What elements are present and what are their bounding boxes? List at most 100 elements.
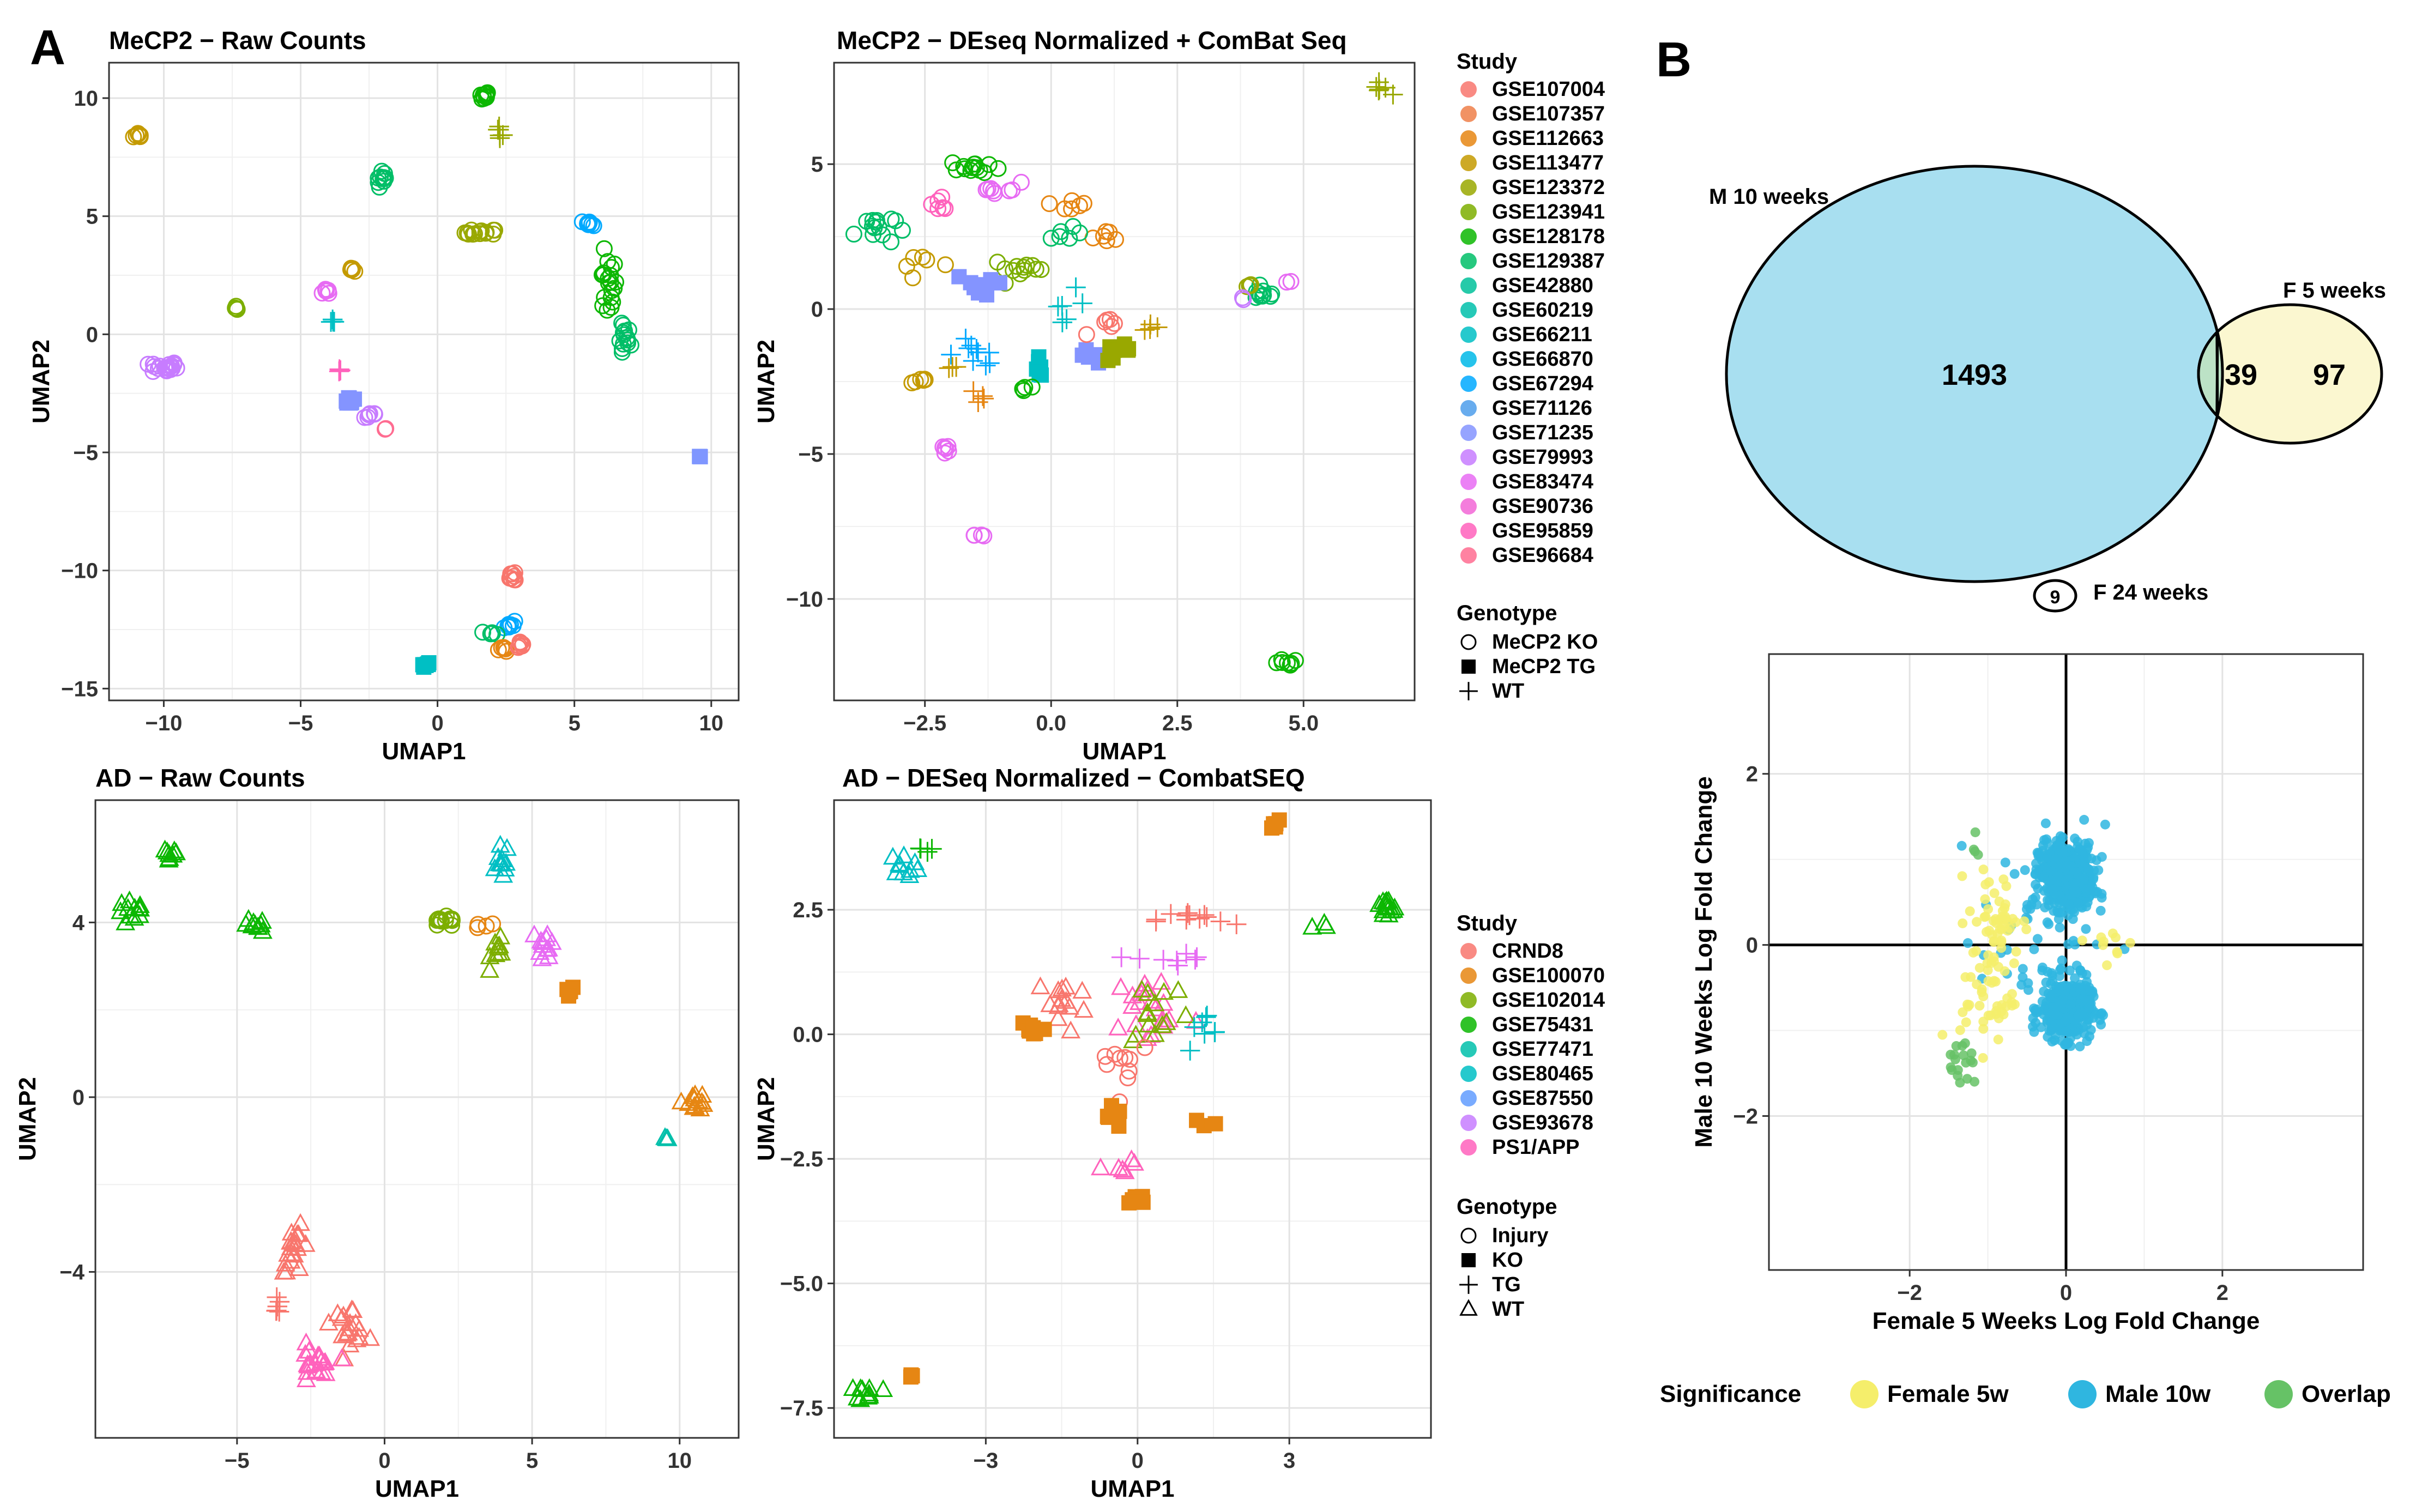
data-point (444, 912, 461, 929)
data-point (1115, 1161, 1135, 1180)
legend-label: Injury (1492, 1224, 1548, 1247)
data-point (859, 1378, 879, 1396)
data-point (1184, 1017, 1205, 1037)
x-tick-label: 2.5 (1162, 711, 1193, 735)
data-point (1187, 947, 1207, 967)
data-point (458, 224, 476, 241)
data-point (493, 864, 514, 883)
data-point (595, 266, 612, 283)
data-point (539, 946, 559, 964)
legend-title: Genotype (1457, 601, 1557, 625)
data-point (933, 189, 951, 206)
venn-set-f24-circle (2033, 579, 2077, 613)
data-point (850, 1389, 871, 1407)
data-point (2082, 852, 2092, 863)
legend-swatch (1460, 277, 1477, 294)
data-point (484, 625, 501, 642)
data-point (1194, 1024, 1215, 1044)
data-point (438, 908, 455, 925)
data-point (936, 444, 953, 462)
data-point (867, 214, 885, 231)
data-point (620, 321, 637, 338)
data-point (267, 1287, 287, 1308)
data-point (847, 1387, 867, 1406)
data-point (1989, 937, 1999, 947)
data-point (2043, 1032, 2053, 1042)
plot-background (834, 800, 1431, 1438)
data-point (238, 909, 258, 927)
legend-label: GSE66870 (1492, 348, 1593, 371)
legend-label: GSE77471 (1492, 1038, 1593, 1061)
data-point (485, 933, 505, 951)
data-point (489, 119, 509, 140)
data-point (2086, 986, 2096, 996)
x-tick-label: 5 (569, 711, 581, 735)
data-point (2097, 1008, 2107, 1018)
data-point (2088, 874, 2099, 884)
data-point (2075, 877, 2085, 887)
data-point (1988, 916, 1998, 926)
data-point (1956, 840, 1967, 851)
y-axis-label: UMAP2 (28, 340, 55, 424)
y-axis-label: UMAP2 (753, 1077, 780, 1161)
data-point (614, 317, 632, 334)
data-point (1048, 297, 1068, 317)
x-tick-label: 10 (667, 1449, 692, 1473)
data-point (474, 624, 492, 641)
data-point (1978, 1053, 1988, 1063)
data-point (349, 1319, 370, 1337)
data-point (1051, 228, 1068, 245)
data-point (1098, 311, 1115, 329)
venn-label-m10: M 10 weeks (1709, 185, 1829, 209)
data-point (1119, 1069, 1137, 1087)
data-point (2063, 939, 2074, 949)
legend-label: KO (1492, 1249, 1523, 1272)
data-point (965, 527, 983, 544)
data-point (914, 249, 931, 266)
data-point (2009, 958, 2019, 969)
y-tick-label: −10 (786, 588, 823, 612)
data-point (937, 256, 954, 274)
data-point (361, 405, 378, 422)
data-point (2031, 869, 2041, 879)
data-point (2054, 984, 2064, 994)
data-point (347, 1329, 367, 1347)
data-point (1098, 232, 1115, 250)
y-tick-label: −10 (61, 559, 98, 583)
data-point (2041, 977, 2051, 988)
data-point (474, 87, 492, 104)
data-point (281, 1232, 300, 1250)
data-point (1978, 1024, 1989, 1034)
data-point (1965, 906, 1975, 916)
data-point (963, 381, 983, 401)
data-point (2049, 906, 2059, 916)
data-point (244, 912, 263, 930)
data-point (1951, 1041, 1961, 1051)
data-point (889, 854, 909, 872)
data-point (1968, 844, 1979, 855)
plot-frame (108, 62, 740, 701)
x-tick-label: −3 (974, 1449, 999, 1473)
data-point (1960, 972, 1971, 982)
data-point (2069, 907, 2079, 917)
data-point (1958, 918, 1968, 928)
data-point (974, 389, 994, 409)
data-point (1977, 984, 1987, 994)
data-point (1106, 315, 1123, 332)
data-point (1210, 911, 1231, 932)
mecp2-raw-umap-plot: −10 −5 0 5 10 10 5 0 −5 −10 −15 MeCP2 − Raw Counts U… (28, 26, 740, 765)
data-point (1108, 1017, 1128, 1036)
data-point (2011, 946, 2021, 957)
data-point (1111, 1118, 1127, 1134)
data-point (1071, 224, 1089, 241)
data-point (2082, 995, 2092, 1006)
legend-label: GSE123372 (1492, 176, 1605, 199)
data-point (2039, 1005, 2049, 1015)
data-point (330, 361, 350, 381)
data-point (252, 911, 272, 929)
data-point (478, 917, 495, 935)
log-fold-change-scatter-plot: −2 0 2 2 0 −2 Female 5 Weeks Log Fold Change Ma… (1690, 653, 2364, 1334)
data-point (893, 222, 911, 239)
data-point (2056, 1019, 2067, 1029)
data-point (963, 350, 983, 371)
